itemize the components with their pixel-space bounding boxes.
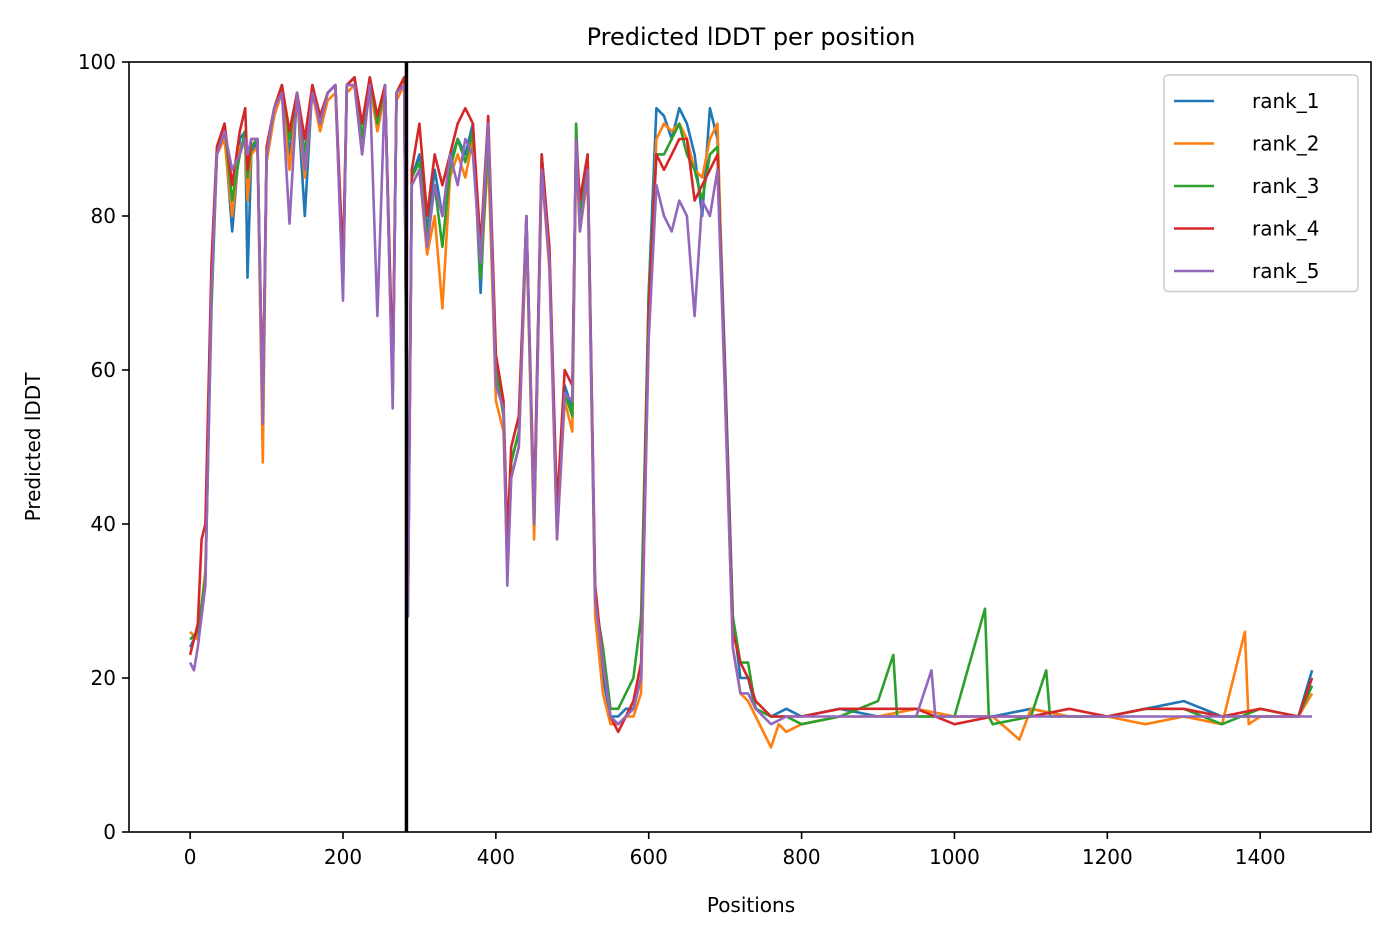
y-tick-label: 40: [91, 512, 116, 536]
y-tick-label: 100: [78, 50, 116, 74]
chart-title: Predicted lDDT per position: [587, 23, 916, 51]
x-axis-title: Positions: [707, 893, 795, 917]
legend-label-rank_3: rank_3: [1252, 174, 1319, 198]
series-lines: [188, 76, 1314, 749]
plot-frame: [128, 61, 1372, 833]
series-line-rank_4: [188, 76, 1314, 734]
legend: rank_1 rank_2 rank_3 rank_4 rank_5: [1163, 74, 1359, 293]
x-tick-label: 400: [477, 845, 515, 869]
x-tick-label: 1000: [929, 845, 980, 869]
y-tick-label: 60: [91, 358, 116, 382]
legend-label-rank_5: rank_5: [1252, 259, 1319, 283]
legend-box: [1163, 74, 1359, 293]
x-tick-label: 1200: [1082, 845, 1133, 869]
y-axis: 0 20 40 60 80 100: [78, 50, 129, 844]
x-tick-label: 0: [184, 845, 197, 869]
y-tick-label: 20: [91, 666, 116, 690]
x-axis: 0 200 400 600 800 1000 1200 1400: [184, 832, 1286, 869]
y-tick-label: 80: [91, 204, 116, 228]
y-axis-title: Predicted lDDT: [21, 372, 45, 522]
plot-area: [128, 61, 1372, 833]
legend-label-rank_1: rank_1: [1252, 89, 1319, 113]
x-tick-label: 1400: [1235, 845, 1286, 869]
x-tick-label: 800: [782, 845, 820, 869]
x-tick-label: 200: [324, 845, 362, 869]
legend-label-rank_2: rank_2: [1252, 132, 1319, 156]
y-tick-label: 0: [103, 820, 116, 844]
series-line-rank_5: [188, 83, 1313, 726]
x-tick-label: 600: [630, 845, 668, 869]
legend-label-rank_4: rank_4: [1252, 217, 1319, 241]
